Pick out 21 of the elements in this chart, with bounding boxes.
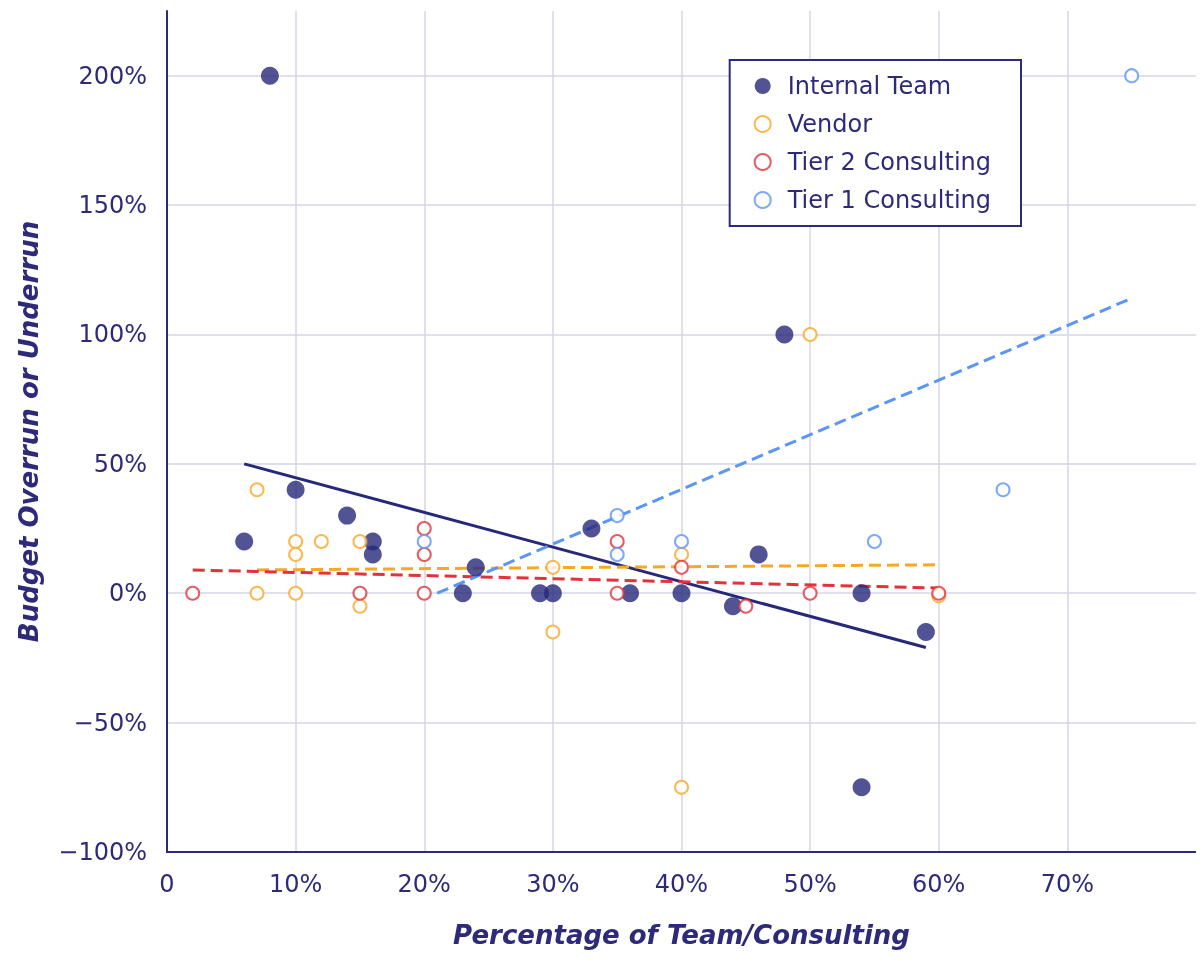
x-tick-label: 10% [268, 870, 323, 898]
y-tick-label: 50% [93, 449, 147, 478]
x-tick-label: 60% [912, 870, 966, 898]
legend-label: Internal Team [787, 72, 952, 100]
y-tick-label: 200% [78, 61, 147, 90]
legend-label: Tier 2 Consulting [786, 148, 991, 176]
x-tick-label: 40% [654, 870, 709, 898]
legend-label: Vendor [787, 110, 873, 138]
y-tick-label: 150% [78, 191, 147, 220]
x-tick-label: 0 [159, 870, 175, 898]
y-tick-label: −100% [58, 838, 147, 866]
x-tick-label: 50% [783, 870, 837, 898]
x-tick-label: 70% [1040, 870, 1095, 898]
y-axis-title: Budget Overrun or Underrun [14, 220, 44, 643]
x-axis-title: Percentage of Team/Consulting [453, 920, 910, 950]
y-tick-label: 0% [108, 579, 147, 608]
x-tick-label: 20% [397, 870, 451, 898]
y-tick-label: 100% [78, 320, 147, 349]
y-tick-label: −50% [73, 708, 147, 737]
x-tick-label: 30% [526, 870, 580, 898]
legend-label: Tier 1 Consulting [786, 186, 991, 214]
